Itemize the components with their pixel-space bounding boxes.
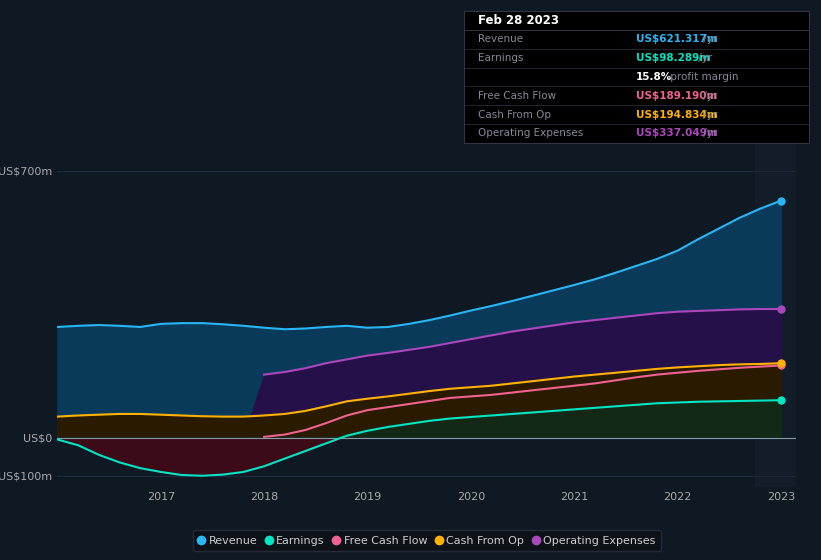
Text: Feb 28 2023: Feb 28 2023 <box>478 14 558 27</box>
Text: US$189.190m: US$189.190m <box>636 91 718 101</box>
Text: Earnings: Earnings <box>478 53 523 63</box>
Text: US$621.317m: US$621.317m <box>636 34 718 44</box>
Text: Free Cash Flow: Free Cash Flow <box>478 91 556 101</box>
Text: /yr: /yr <box>700 91 718 101</box>
Text: /yr: /yr <box>700 34 718 44</box>
Text: /yr: /yr <box>700 128 718 138</box>
Text: Cash From Op: Cash From Op <box>478 110 551 120</box>
Legend: Revenue, Earnings, Free Cash Flow, Cash From Op, Operating Expenses: Revenue, Earnings, Free Cash Flow, Cash … <box>193 530 661 551</box>
Text: US$337.049m: US$337.049m <box>636 128 718 138</box>
Text: /yr: /yr <box>695 53 712 63</box>
Bar <box>755 140 796 487</box>
Text: /yr: /yr <box>700 110 718 120</box>
Text: 15.8%: 15.8% <box>636 72 672 82</box>
Text: US$194.834m: US$194.834m <box>636 110 718 120</box>
Text: profit margin: profit margin <box>667 72 739 82</box>
Text: Operating Expenses: Operating Expenses <box>478 128 583 138</box>
Text: Revenue: Revenue <box>478 34 523 44</box>
Text: US$98.289m: US$98.289m <box>636 53 710 63</box>
